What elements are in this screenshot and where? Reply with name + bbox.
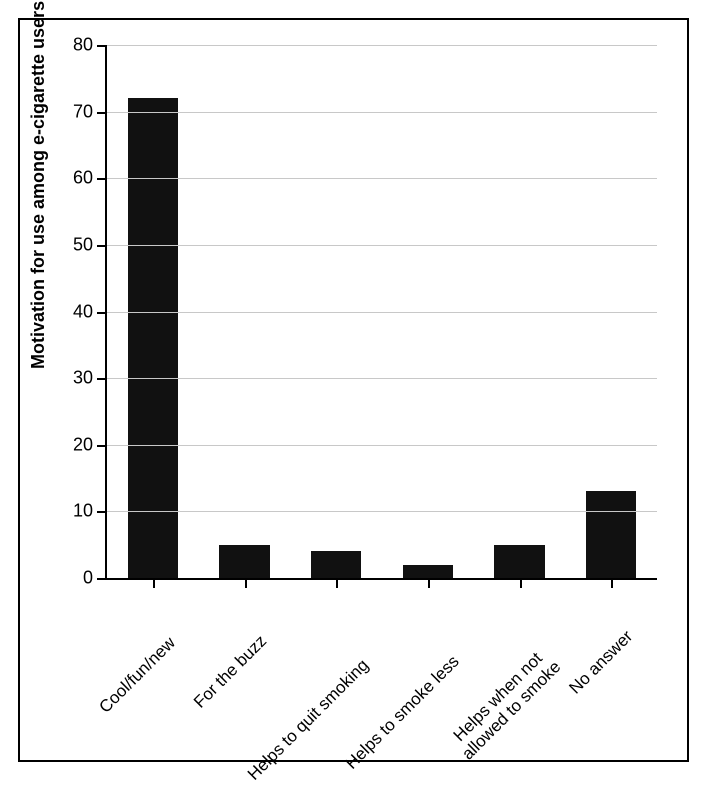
y-tick-label: 60: [73, 168, 93, 189]
gridline: [107, 45, 657, 46]
y-tick: [97, 312, 107, 314]
y-tick-label: 30: [73, 368, 93, 389]
y-tick-label: 20: [73, 434, 93, 455]
bar: [128, 98, 178, 578]
y-tick-label: 80: [73, 35, 93, 56]
chart-frame: Motivation for use among e-cigarette use…: [18, 18, 689, 762]
y-tick: [97, 511, 107, 513]
y-tick-label: 40: [73, 301, 93, 322]
gridline: [107, 378, 657, 379]
y-tick: [97, 378, 107, 380]
y-tick: [97, 112, 107, 114]
x-axis-labels: Cool/fun/newFor the buzzHelps to quit sm…: [105, 580, 657, 760]
plot-area: 01020304050607080: [105, 45, 657, 580]
gridline: [107, 511, 657, 512]
gridline: [107, 112, 657, 113]
viewport: Motivation for use among e-cigarette use…: [0, 0, 707, 780]
y-tick-label: 10: [73, 501, 93, 522]
y-tick: [97, 45, 107, 47]
y-tick-label: 50: [73, 234, 93, 255]
y-tick: [97, 245, 107, 247]
gridline: [107, 178, 657, 179]
gridline: [107, 245, 657, 246]
gridline: [107, 312, 657, 313]
y-axis-label: Motivation for use among e-cigarette use…: [28, 0, 49, 369]
gridline: [107, 445, 657, 446]
y-tick-label: 0: [83, 568, 93, 589]
y-tick: [97, 178, 107, 180]
y-tick-label: 70: [73, 101, 93, 122]
y-tick: [97, 445, 107, 447]
